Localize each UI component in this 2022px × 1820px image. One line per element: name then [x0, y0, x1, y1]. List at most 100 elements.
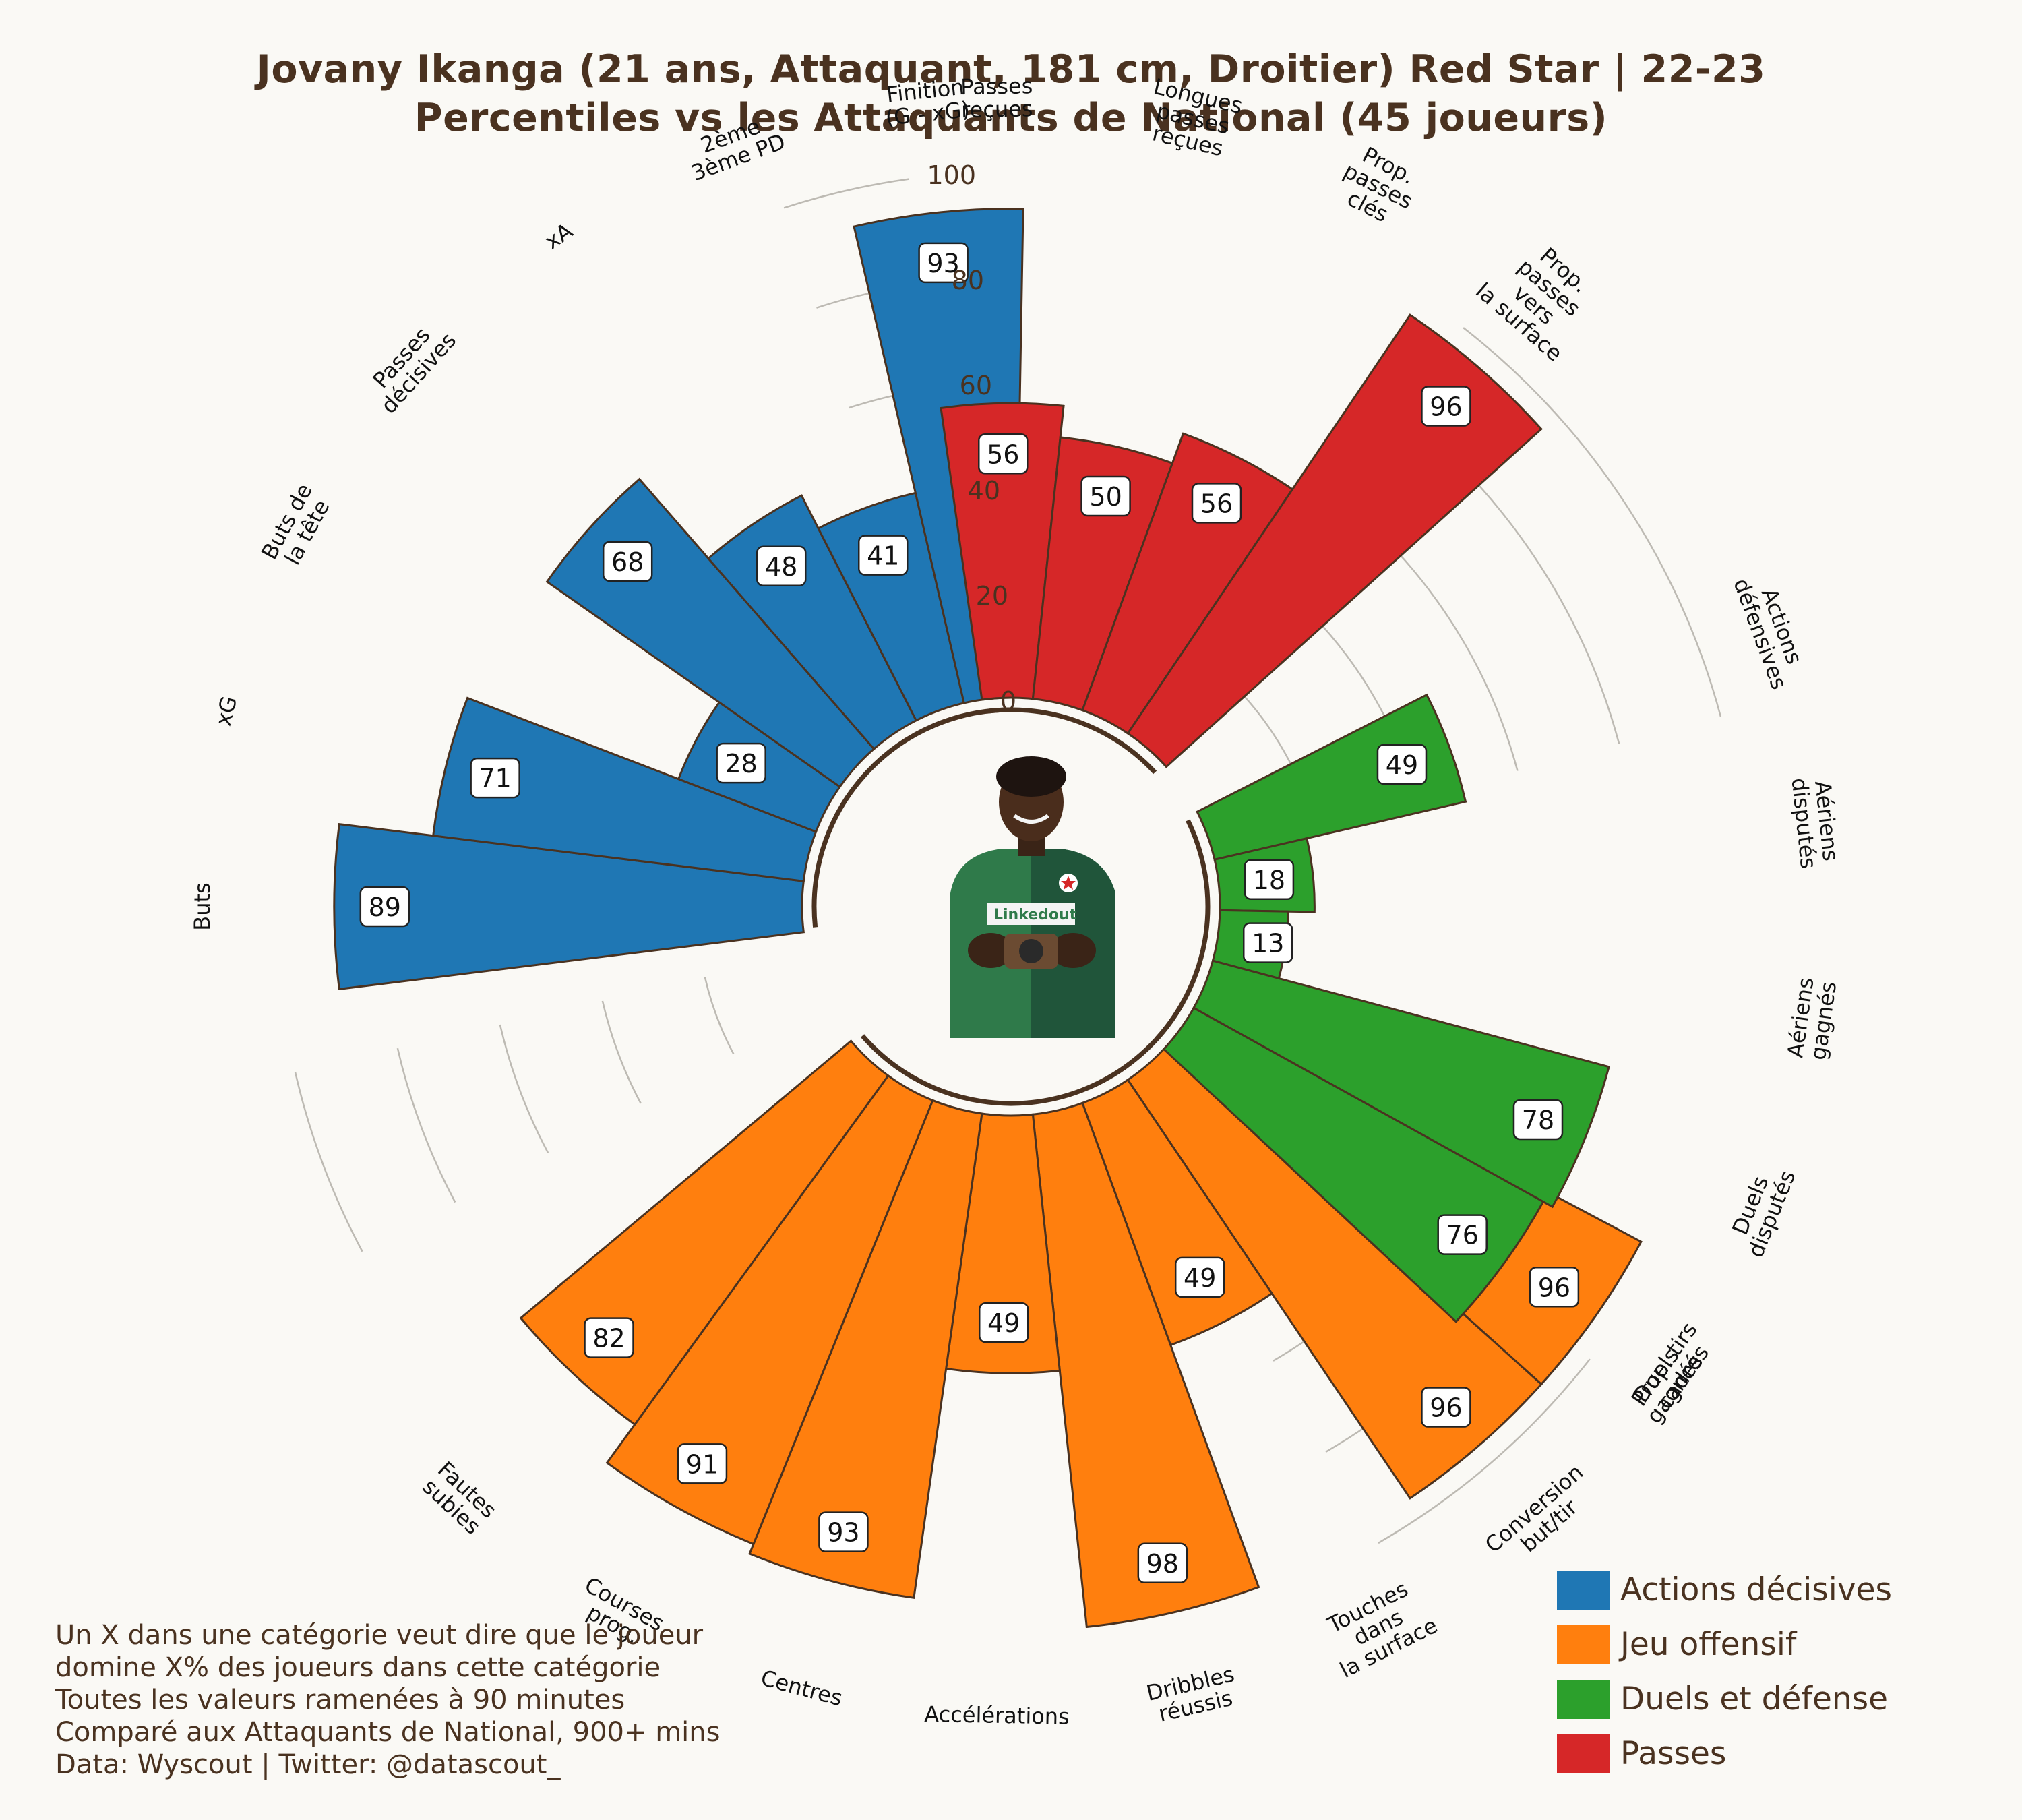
value-box [602, 541, 653, 582]
value-label-aeriens-gagnes: 13 [1243, 922, 1293, 963]
player-photo: Linkedout [950, 756, 1115, 1038]
value-text: 49 [1184, 1263, 1216, 1293]
grid-arc [1463, 327, 1722, 717]
category-label-dribbles-reussis: Dribblesréussis [1144, 1661, 1242, 1728]
value-text: 98 [1146, 1549, 1179, 1579]
chart-subtitle: Percentiles vs les Attaquants de Nationa… [414, 96, 1608, 140]
group-baseline [860, 1000, 1186, 1106]
value-label-2eme-3eme-pd: 41 [857, 535, 909, 576]
legend-swatch [1557, 1679, 1610, 1719]
value-text: 82 [592, 1324, 625, 1354]
value-label-buts-de-la-tete: 28 [716, 742, 766, 784]
legend-swatch [1557, 1625, 1610, 1664]
svg-text:Linkedout: Linkedout [993, 907, 1077, 923]
value-box [1529, 1267, 1580, 1308]
value-label-longues-passes-recues: 50 [1080, 475, 1131, 517]
footnote: Un X dans une catégorie veut dire que le… [55, 1619, 720, 1781]
grid-arc [704, 977, 735, 1055]
value-box [716, 742, 766, 784]
value-box [1437, 1214, 1488, 1255]
category-label-buts: Buts [189, 882, 215, 930]
legend-item-jeu-offensif: Jeu offensif [1557, 1617, 1892, 1672]
value-text: 18 [1253, 866, 1285, 895]
category-label-buts-de-la-tete: Buts dela tête [256, 479, 338, 574]
category-label-passes-recues: Passesreçues [960, 73, 1033, 123]
bar-courses-prog [605, 1074, 934, 1546]
category-label-2eme-3eme-pd: 2ème3ème PD [680, 107, 789, 186]
category-label-line: reçues [961, 96, 1033, 123]
legend-label: Jeu offensif [1620, 1626, 1797, 1663]
category-label-touches-dans-la-surface: Touchesdansla surface [1315, 1571, 1442, 1683]
r-tick-20: 20 [976, 581, 1008, 611]
r-tick-40: 40 [968, 476, 1000, 506]
category-label-line: xA [540, 218, 577, 254]
legend-item-duels-defense: Duels et défense [1557, 1672, 1892, 1726]
value-box [918, 242, 969, 284]
category-label-xg: xG [210, 694, 242, 729]
value-text: 49 [1386, 750, 1418, 780]
category-label-line: Centres [758, 1665, 845, 1711]
category-label-aeriens-disputes: Aériensdisputés [1787, 775, 1845, 870]
category-label-aeriens-gagnes: Aériensgagnés [1782, 976, 1841, 1063]
r-tick-0: 0 [1000, 686, 1016, 716]
grid-arc [294, 1071, 363, 1252]
value-text: 96 [1430, 392, 1462, 422]
value-box [1137, 1542, 1188, 1584]
category-label-duels-disputes: Duelsdisputés [1721, 1158, 1800, 1261]
legend-item-passes: Passes [1557, 1726, 1892, 1781]
value-label-duels-disputes: 78 [1512, 1099, 1564, 1141]
bar-dribbles-reussis [1031, 1101, 1260, 1629]
value-text: 96 [1538, 1273, 1570, 1302]
value-text: 96 [1430, 1393, 1462, 1422]
value-text: 56 [987, 439, 1019, 469]
value-label-fautes-subies: 82 [584, 1317, 634, 1358]
value-label-prop-passes-cles: 56 [1191, 483, 1242, 524]
r-tick-80: 80 [952, 266, 984, 295]
footnote-line: Data: Wyscout | Twitter: @datascout_ [55, 1749, 561, 1780]
footnote-line: Toutes les valeurs ramenées à 90 minutes [55, 1685, 625, 1716]
value-label-actions-defensives: 49 [1376, 744, 1428, 785]
value-box [1376, 744, 1428, 785]
value-label-accelerations: 49 [978, 1302, 1029, 1343]
group-baseline [1155, 819, 1211, 1040]
value-box [677, 1443, 728, 1484]
bar-layer [333, 208, 1643, 1629]
value-label-prop-passes-vers-la-surface: 96 [1421, 386, 1471, 427]
footnote-line: Comparé aux Attaquants de National, 900+… [55, 1717, 721, 1748]
bar-actions-defensives [1196, 693, 1467, 861]
value-text: 28 [725, 749, 757, 779]
category-label-accelerations: Accélérations [924, 1701, 1070, 1730]
grid-arc [783, 178, 909, 209]
chart-title: Jovany Ikanga (21 ans, Attaquant, 181 cm… [256, 47, 1766, 92]
category-label-line: xG [210, 694, 242, 729]
value-label-aeriens-disputes: 18 [1244, 859, 1295, 901]
value-text: 76 [1446, 1221, 1479, 1250]
value-box [1512, 1099, 1564, 1141]
value-box [1191, 483, 1242, 524]
value-label-xa: 48 [756, 545, 807, 587]
category-label-line: Accélérations [924, 1701, 1070, 1730]
category-label-longues-passes-recues: Longuespassesreçues [1141, 73, 1245, 163]
value-label-buts: 89 [359, 886, 410, 928]
value-box [1080, 475, 1131, 517]
value-label-finition-g-xg: 93 [918, 242, 969, 284]
category-label-centres: Centres [758, 1665, 845, 1711]
value-label-dribbles-reussis: 98 [1137, 1542, 1188, 1584]
value-box [584, 1317, 634, 1358]
value-label-prop-tirs-cadres: 96 [1529, 1267, 1580, 1308]
category-label-actions-defensives: Actionsdéfensives [1728, 567, 1814, 692]
value-box [1244, 859, 1295, 901]
value-box [1421, 1387, 1471, 1428]
value-label-passes-decisives: 68 [602, 541, 653, 582]
legend-swatch [1557, 1734, 1610, 1773]
value-text: 56 [1200, 489, 1233, 518]
value-label-conversion-but-tir: 96 [1421, 1387, 1471, 1428]
value-label-courses-prog: 91 [677, 1443, 728, 1484]
bar-passes-recues [940, 402, 1065, 701]
value-box [1174, 1256, 1225, 1298]
r-tick-layer: 0 20 40 60 80 100 [927, 160, 1016, 716]
value-label-passes-recues: 56 [978, 433, 1029, 475]
category-label-passes-decisives: Passesdécisives [359, 312, 461, 419]
bar-duels-disputes [1192, 959, 1610, 1209]
